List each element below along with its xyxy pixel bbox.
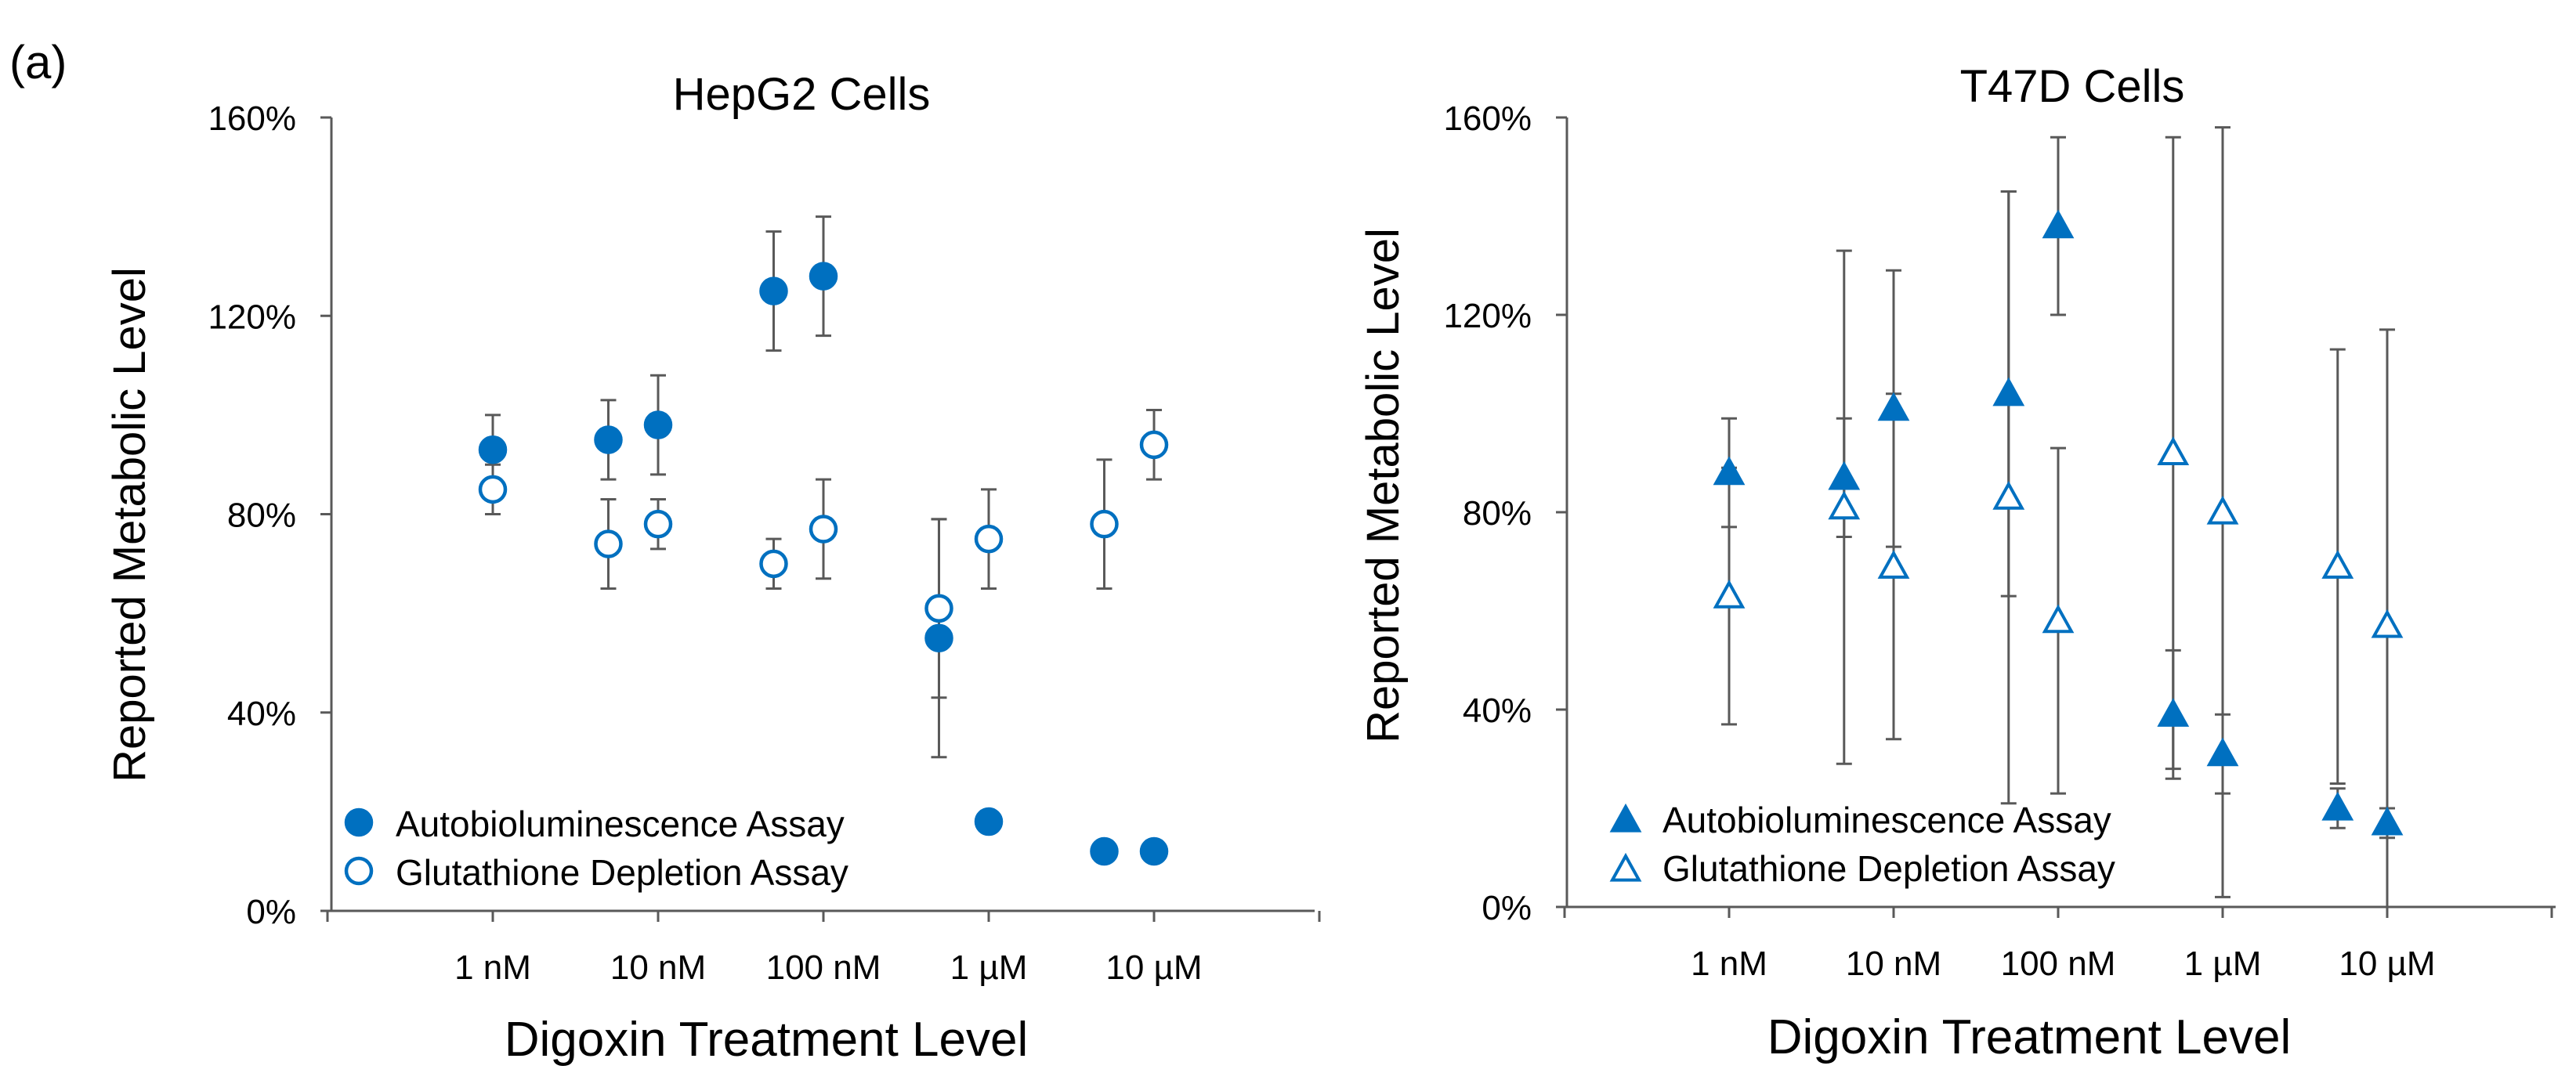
y-tick-label: 80% [1463, 494, 1532, 533]
y-tick-label: 120% [1443, 297, 1532, 335]
data-point [2042, 209, 2075, 239]
legend: Autobioluminescence Assay Glutathione De… [344, 804, 848, 893]
data-point [809, 515, 838, 544]
data-point [594, 425, 623, 454]
data-point [974, 524, 1004, 554]
legend-marker-shape [344, 807, 374, 837]
chart-title: HepG2 Cells [673, 69, 931, 120]
panel-label: (a) [9, 36, 67, 89]
data-point [1992, 377, 2025, 406]
legend-marker-shape [1609, 803, 1642, 833]
x-tick-label: 1 nM [1691, 945, 1767, 983]
y-tick-label: 120% [208, 298, 296, 336]
data-point [1992, 480, 2025, 510]
data-point [1828, 461, 1861, 490]
data-point [759, 549, 788, 579]
data-point [2206, 737, 2239, 767]
data-point [1139, 430, 1169, 460]
x-tick-label: 1 µM [2184, 945, 2262, 983]
data-point [974, 807, 1004, 836]
y-tick-label: 80% [227, 497, 296, 535]
data-point [924, 623, 953, 653]
y-axis-label: Reported Metabolic Level [104, 267, 155, 782]
x-tick-label: 1 µM [950, 948, 1028, 987]
data-point [2157, 698, 2190, 727]
data-point [1877, 550, 1910, 579]
data-point [1713, 456, 1746, 486]
data-point [2321, 791, 2354, 821]
data-point [759, 276, 788, 305]
x-axis-label: Digoxin Treatment Level [1767, 1010, 2292, 1064]
data-point [1139, 836, 1169, 866]
data-point [478, 475, 508, 504]
legend-marker-shape [344, 856, 374, 886]
data-point [643, 410, 673, 439]
y-tick-label: 0% [246, 893, 296, 931]
data-point [594, 529, 623, 558]
data-point [809, 262, 838, 291]
data-point [1877, 392, 1910, 421]
x-tick-label: 1 nM [454, 948, 531, 987]
legend-marker-shape [1609, 852, 1642, 882]
y-axis-label: Reported Metabolic Level [1358, 228, 1409, 743]
x-tick-label: 10 nM [1846, 945, 1941, 983]
ticks: 0% 40% 80% 120% 160% 1 nM 10 nM 100 nM 1 µM 10 µM [1443, 99, 2553, 983]
data-point [2321, 550, 2354, 579]
legend-label: Autobioluminescence Assay [396, 804, 845, 844]
legend-label: Glutathione Depletion Assay [1662, 848, 2115, 889]
data-point [643, 509, 673, 539]
x-axis-label: Digoxin Treatment Level [505, 1013, 1029, 1067]
legend-marker-open-triangle [1609, 852, 1642, 882]
ticks: 0% 40% 80% 120% 160% 1 nM 10 nM 100 nM 1 µM 10 µM [208, 99, 1321, 987]
data-point [2042, 604, 2075, 634]
marks [1713, 126, 2404, 909]
data-point [2371, 806, 2404, 836]
data-point [1828, 490, 1861, 520]
data-point [2206, 495, 2239, 525]
data-point [924, 594, 953, 623]
data-point [1090, 509, 1119, 539]
y-tick-label: 40% [1463, 692, 1532, 730]
y-tick-label: 160% [1443, 99, 1532, 138]
legend: Autobioluminescence Assay Glutathione De… [1609, 800, 2115, 889]
legend-marker-filled-circle [344, 807, 374, 837]
marks [478, 215, 1169, 866]
x-tick-label: 10 µM [1105, 948, 1202, 987]
chart-hepg2: HepG2 Cells Reported Metabolic Level Dig… [104, 69, 1321, 1067]
chart-title: T47D Cells [1960, 61, 2185, 112]
y-tick-label: 0% [1482, 889, 1532, 927]
y-tick-label: 160% [208, 99, 296, 138]
x-tick-label: 10 µM [2339, 945, 2435, 983]
x-tick-label: 10 nM [610, 948, 706, 987]
data-point [1713, 579, 1746, 609]
y-tick-label: 40% [227, 695, 296, 733]
legend-label: Autobioluminescence Assay [1662, 800, 2111, 840]
legend-marker-filled-triangle [1609, 803, 1642, 833]
data-point [478, 435, 508, 464]
data-point [2371, 609, 2404, 638]
legend-marker-open-circle [344, 856, 374, 886]
x-tick-label: 100 nM [766, 948, 881, 987]
data-point [1090, 836, 1119, 866]
chart-t47d: T47D Cells Reported Metabolic Level Digo… [1358, 61, 2556, 1064]
legend-label: Glutathione Depletion Assay [396, 852, 848, 893]
x-tick-label: 100 nM [2001, 945, 2116, 983]
data-point [2157, 436, 2190, 465]
